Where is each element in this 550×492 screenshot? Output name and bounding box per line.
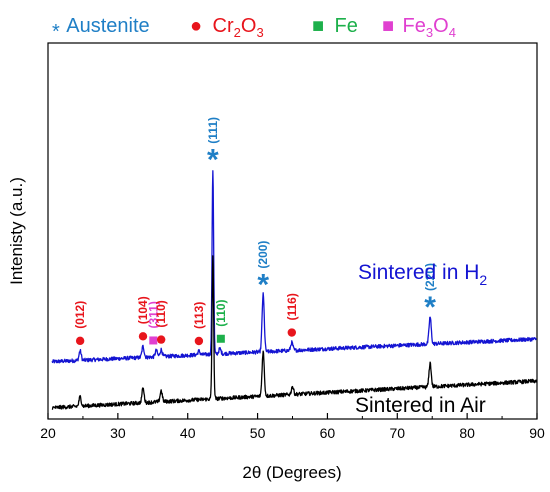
y-axis-title: Intenisty (a.u.) <box>7 177 26 285</box>
x-tick-label: 40 <box>180 425 196 441</box>
legend-cr2o3-label: Cr <box>213 15 234 37</box>
austenite-peak-marker: * <box>424 291 436 324</box>
x-tick-label: 50 <box>250 425 266 441</box>
x-tick-label: 80 <box>459 425 475 441</box>
x-tick-label: 70 <box>389 425 405 441</box>
miller-index-label: (012) <box>73 301 87 329</box>
legend-fe3o4-marker: ■ <box>382 15 394 37</box>
cr2o3-peak-marker <box>156 335 166 344</box>
miller-index-label: (311) <box>146 301 160 328</box>
legend-fe-marker: ■ <box>312 15 324 37</box>
legend-cr2o3-marker: ● <box>190 15 202 37</box>
miller-index-label: (111) <box>206 117 220 144</box>
miller-index-label: (110) <box>214 299 228 326</box>
miller-index-label: (104) <box>136 296 150 324</box>
miller-index-label: (200) <box>256 241 270 269</box>
legend-cr2o3: ● Cr2O3 <box>190 15 264 40</box>
annotation-layer: (012) (104)(311)(110) (113)*(111)(110)*(20… <box>73 117 437 346</box>
cr2o3-peak-marker <box>75 336 85 346</box>
legend-austenite-label: Austenite <box>66 15 149 37</box>
legend-fe: ■ Fe <box>312 15 358 37</box>
x-tick-label: 90 <box>529 425 545 441</box>
legend-fe3o4: ■ Fe3O4 <box>382 15 456 40</box>
plot-frame <box>47 42 538 420</box>
series-line-sintered-h2 <box>51 170 537 364</box>
series-line-sintered-air <box>51 255 537 411</box>
miller-index-label: (116) <box>285 293 299 320</box>
legend-fe-label: Fe <box>335 15 358 37</box>
fe3o4-peak-marker <box>149 336 158 345</box>
cr2o3-peak-marker <box>138 332 148 341</box>
x-axis-title: 2θ (Degrees) <box>242 463 341 482</box>
austenite-peak-marker: * <box>207 144 219 177</box>
cr2o3-peak-marker <box>287 328 297 337</box>
legend-fe3o4-label: Fe <box>403 15 426 37</box>
legend: * Austenite ● Cr2O3 ■ Fe ■ Fe3O4 <box>52 15 456 43</box>
austenite-peak-marker: * <box>257 269 269 302</box>
miller-index-label: (113) <box>192 302 206 329</box>
legend-austenite: * Austenite <box>52 15 150 43</box>
fe-peak-marker <box>216 334 225 343</box>
legend-austenite-marker: * <box>52 21 60 43</box>
x-tick-label: 30 <box>110 425 126 441</box>
series-layer <box>51 170 537 411</box>
cr2o3-peak-marker <box>194 336 204 346</box>
series-label-air: Sintered in Air <box>355 394 486 417</box>
x-ticks: 20 30 40 50 60 70 80 90 <box>40 413 545 441</box>
miller-index-label: (110) <box>154 300 168 327</box>
miller-index-label: (220) <box>423 263 437 291</box>
x-tick-label: 20 <box>40 425 56 441</box>
series-label-h2: Sintered in H2 <box>358 261 487 288</box>
x-tick-label: 60 <box>320 425 336 441</box>
